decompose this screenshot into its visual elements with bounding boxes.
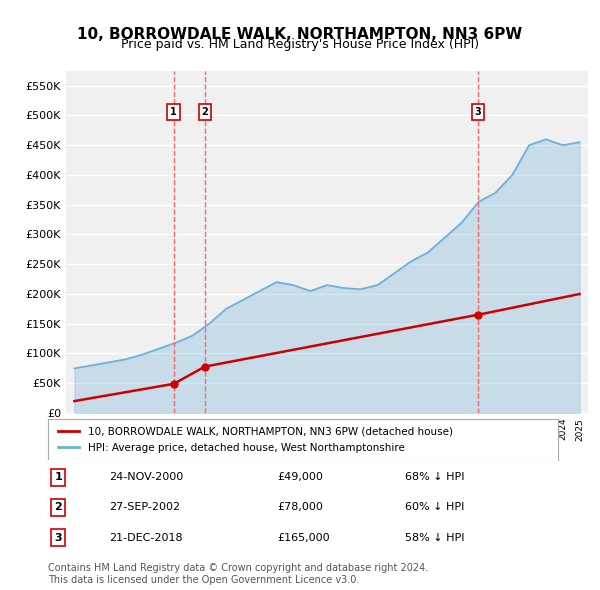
Text: 3: 3 bbox=[55, 533, 62, 543]
Text: 60% ↓ HPI: 60% ↓ HPI bbox=[405, 503, 464, 512]
Text: £49,000: £49,000 bbox=[277, 472, 323, 482]
Legend: 10, BORROWDALE WALK, NORTHAMPTON, NN3 6PW (detached house), HPI: Average price, : 10, BORROWDALE WALK, NORTHAMPTON, NN3 6P… bbox=[53, 421, 458, 458]
Text: £78,000: £78,000 bbox=[277, 503, 323, 512]
Text: 2: 2 bbox=[202, 107, 208, 117]
Text: This data is licensed under the Open Government Licence v3.0.: This data is licensed under the Open Gov… bbox=[48, 575, 359, 585]
Text: 3: 3 bbox=[475, 107, 481, 117]
Text: 27-SEP-2002: 27-SEP-2002 bbox=[109, 503, 181, 512]
Text: 2: 2 bbox=[55, 503, 62, 512]
Text: 24-NOV-2000: 24-NOV-2000 bbox=[109, 472, 184, 482]
Text: Price paid vs. HM Land Registry's House Price Index (HPI): Price paid vs. HM Land Registry's House … bbox=[121, 38, 479, 51]
Text: 21-DEC-2018: 21-DEC-2018 bbox=[109, 533, 183, 543]
Text: 1: 1 bbox=[55, 472, 62, 482]
Text: 58% ↓ HPI: 58% ↓ HPI bbox=[405, 533, 464, 543]
Text: 68% ↓ HPI: 68% ↓ HPI bbox=[405, 472, 464, 482]
Text: Contains HM Land Registry data © Crown copyright and database right 2024.: Contains HM Land Registry data © Crown c… bbox=[48, 563, 428, 573]
Text: £165,000: £165,000 bbox=[277, 533, 330, 543]
Text: 10, BORROWDALE WALK, NORTHAMPTON, NN3 6PW: 10, BORROWDALE WALK, NORTHAMPTON, NN3 6P… bbox=[77, 27, 523, 41]
Text: 1: 1 bbox=[170, 107, 177, 117]
